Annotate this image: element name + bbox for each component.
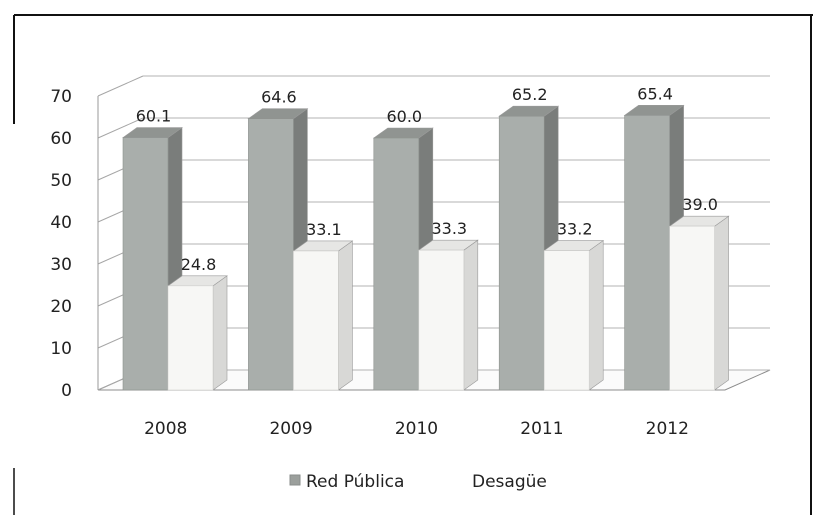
x-axis: 2008 2009 2010 2011 2012 (144, 419, 689, 439)
bar-front (669, 225, 715, 391)
y-axis: 0 10 20 30 40 50 60 70 (50, 87, 99, 401)
data-labels-group: 60.1 24.8 64.6 33.1 60.0 33.3 65.2 33.2 65.4 39.0 (136, 84, 718, 274)
bar-side (588, 239, 604, 391)
bar-front (624, 115, 670, 391)
data-label: 65.2 (512, 85, 548, 104)
gridline-side (97, 75, 144, 97)
bars-group (122, 104, 730, 391)
bar (668, 215, 730, 391)
y-tick-label: 10 (50, 339, 72, 359)
data-label: 33.2 (557, 220, 593, 239)
data-label: 33.1 (306, 220, 342, 239)
bar (167, 275, 228, 391)
legend: Red Pública Desagüe (289, 472, 547, 492)
bar-front (543, 250, 590, 391)
data-label: 39.0 (682, 195, 718, 214)
y-tick-label: 40 (50, 213, 72, 233)
bar (543, 239, 605, 391)
y-tick-label: 0 (61, 381, 72, 401)
bar-side (463, 239, 479, 391)
legend-swatch-desague (456, 475, 466, 485)
data-label: 60.0 (386, 107, 422, 126)
bar (417, 239, 479, 391)
bar-side (338, 240, 353, 391)
bar-side (714, 215, 729, 391)
bar-front (293, 250, 339, 391)
bar-front (167, 285, 214, 391)
data-label: 60.1 (136, 107, 172, 126)
y-tick-label: 50 (50, 171, 72, 191)
bar-front (418, 249, 465, 391)
legend-label-desague: Desagüe (472, 472, 547, 492)
x-tick-label: 2008 (144, 419, 187, 439)
bar-front (122, 137, 169, 391)
data-label: 33.3 (431, 219, 467, 238)
bar-front (373, 137, 420, 391)
bar-front (498, 115, 545, 391)
data-label: 64.6 (261, 88, 297, 107)
bar-front (248, 118, 294, 391)
data-label: 24.8 (181, 255, 217, 274)
x-tick-label: 2012 (646, 419, 689, 439)
x-tick-label: 2011 (520, 419, 563, 439)
x-tick-label: 2010 (395, 419, 438, 439)
y-tick-label: 70 (50, 87, 72, 107)
x-tick-label: 2009 (269, 419, 312, 439)
bar (292, 240, 354, 391)
bar-side (212, 275, 228, 391)
legend-label-red-publica: Red Pública (306, 472, 404, 492)
y-tick-label: 30 (50, 255, 72, 275)
legend-swatch-red-publica (289, 474, 301, 486)
y-tick-label: 60 (50, 129, 72, 149)
data-label: 65.4 (637, 84, 673, 103)
gridline-side (97, 117, 144, 139)
y-tick-label: 20 (50, 297, 72, 317)
